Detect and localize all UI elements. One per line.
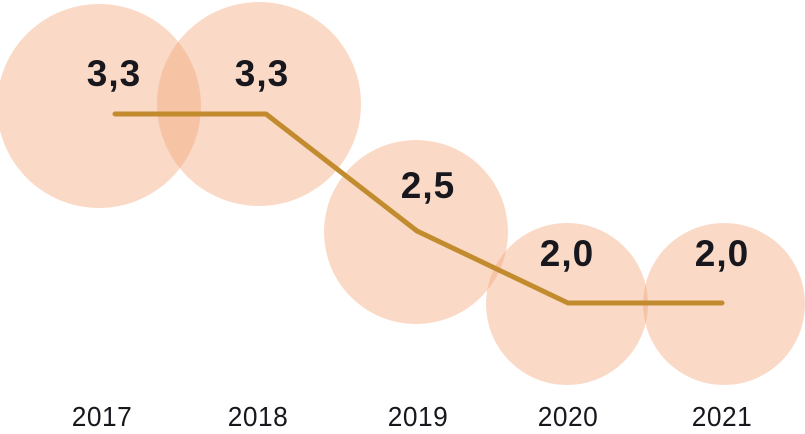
bubble-2018 xyxy=(157,2,361,206)
trend-line xyxy=(112,111,725,306)
value-label-2019: 2,5 xyxy=(400,165,456,206)
bubble-2017 xyxy=(0,4,201,208)
value-label-2021: 2,0 xyxy=(694,233,750,274)
year-label-2019: 2019 xyxy=(387,401,449,432)
value-label-2018: 3,3 xyxy=(234,53,290,94)
year-label-2021: 2021 xyxy=(691,401,753,432)
year-label-2020: 2020 xyxy=(537,401,599,432)
value-label-2020: 2,0 xyxy=(539,233,595,274)
year-label-2018: 2018 xyxy=(227,401,289,432)
year-label-2017: 2017 xyxy=(71,401,133,432)
value-label-2017: 3,3 xyxy=(86,53,142,94)
